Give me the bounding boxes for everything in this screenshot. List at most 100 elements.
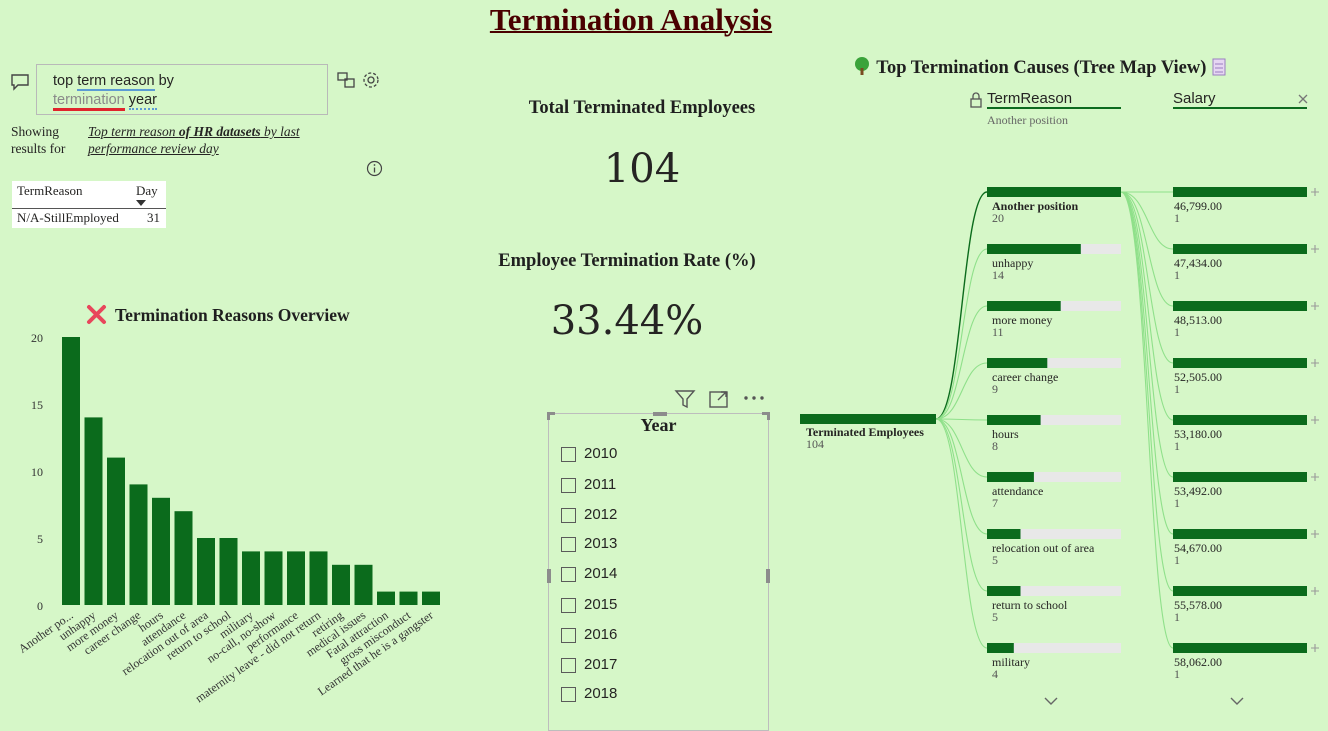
focus-mode-icon[interactable]	[708, 389, 730, 409]
checkbox[interactable]	[561, 627, 576, 643]
resize-handle[interactable]	[762, 412, 770, 415]
slicer-item-2018[interactable]: 2018	[561, 685, 617, 709]
root-value: 104	[806, 437, 824, 451]
node-track	[987, 529, 1121, 539]
column-header-day[interactable]: Day	[136, 183, 158, 198]
expand-plus-icon	[1311, 245, 1319, 253]
node-track	[987, 643, 1121, 653]
bar-5	[152, 497, 170, 605]
node-bar	[1173, 301, 1307, 311]
tree-link	[1120, 191, 1174, 649]
node-label: Another position	[992, 199, 1078, 213]
qa-word: top	[53, 73, 74, 89]
node-label: 54,670.00	[1174, 541, 1222, 555]
showing-link[interactable]: Top term reason of HR datasets by last p…	[88, 123, 328, 157]
slicer-item-2016[interactable]: 2016	[561, 626, 617, 650]
node-bar	[987, 529, 1021, 539]
slicer-item-label: 2017	[584, 656, 618, 673]
node-value: 1	[1174, 496, 1180, 510]
tree-link	[1120, 191, 1174, 364]
slicer-item-label: 2010	[584, 445, 618, 462]
filter-icon[interactable]	[674, 388, 696, 410]
node-label: 46,799.00	[1174, 199, 1222, 213]
node-value: 11	[992, 325, 1004, 339]
slicer-item-2013[interactable]: 2013	[561, 535, 617, 559]
slicer-item-2014[interactable]: 2014	[561, 565, 617, 589]
tree-link	[935, 418, 988, 478]
column-header-termreason[interactable]: TermReason	[17, 183, 83, 198]
y-tick-label: 15	[31, 398, 43, 412]
node-label: relocation out of area	[992, 541, 1095, 555]
info-icon[interactable]	[366, 160, 383, 177]
resize-handle[interactable]	[766, 569, 770, 583]
level-header-termreason[interactable]: TermReason	[987, 90, 1121, 109]
close-icon[interactable]	[1297, 93, 1309, 105]
resize-handle[interactable]	[547, 569, 551, 583]
slicer-item-label: 2011	[584, 476, 617, 493]
kpi-total-title: Total Terminated Employees	[528, 98, 756, 118]
expand-plus-icon	[1311, 530, 1319, 538]
tree-link	[1120, 191, 1174, 421]
resize-handle[interactable]	[547, 412, 555, 415]
node-bar	[1173, 358, 1307, 368]
slicer-item-2015[interactable]: 2015	[561, 596, 617, 620]
resize-handle[interactable]	[653, 412, 667, 416]
document-icon	[1212, 58, 1226, 76]
year-slicer: Year 2010 2011 2012 2013 2014 2015 2016 …	[547, 412, 770, 731]
node-bar	[987, 187, 1121, 197]
level-header-salary[interactable]: Salary	[1173, 90, 1307, 109]
node-track	[987, 358, 1121, 368]
turn-into-visual-icon[interactable]	[336, 70, 356, 90]
node-bar	[987, 358, 1048, 368]
checkbox[interactable]	[561, 477, 576, 493]
tree-link	[1120, 191, 1174, 250]
tree-icon	[855, 57, 869, 75]
red-x-icon	[87, 305, 106, 324]
node-label: 47,434.00	[1174, 256, 1222, 270]
tree-link	[935, 248, 988, 420]
resize-handle[interactable]	[547, 412, 550, 420]
slicer-item-2010[interactable]: 2010	[561, 445, 617, 469]
qa-word: termination	[53, 92, 125, 111]
slicer-item-label: 2016	[584, 626, 618, 643]
link-part: Top term reason	[88, 124, 179, 139]
bar-10	[264, 551, 283, 605]
bar-6	[174, 511, 193, 605]
bar-11	[287, 551, 305, 605]
gear-icon[interactable]	[361, 70, 381, 90]
node-label: 53,492.00	[1174, 484, 1222, 498]
node-bar	[987, 415, 1041, 425]
tree-link	[935, 305, 988, 420]
qa-input[interactable]: top term reason by termination year	[36, 64, 328, 115]
lock-icon[interactable]	[969, 92, 983, 108]
slicer-item-2011[interactable]: 2011	[561, 476, 616, 500]
slicer-item-2012[interactable]: 2012	[561, 506, 617, 530]
node-bar	[1173, 643, 1307, 653]
checkbox[interactable]	[561, 446, 576, 462]
checkbox[interactable]	[561, 566, 576, 582]
checkbox[interactable]	[561, 507, 576, 523]
bar-1	[62, 337, 80, 605]
checkbox[interactable]	[561, 536, 576, 552]
chat-icon[interactable]	[10, 73, 30, 91]
checkbox[interactable]	[561, 597, 576, 613]
qa-word: year	[128, 92, 157, 110]
slicer-item-2017[interactable]: 2017	[561, 656, 617, 680]
bar-chart-title: Termination Reasons Overview	[115, 305, 350, 325]
node-value: 5	[992, 553, 998, 567]
kpi-rate-title: Employee Termination Rate (%)	[498, 251, 756, 271]
expand-plus-icon	[1311, 302, 1319, 310]
node-bar	[1173, 187, 1307, 197]
more-options-icon[interactable]	[742, 390, 766, 406]
checkbox[interactable]	[561, 657, 576, 673]
node-label: military	[992, 655, 1030, 669]
expand-plus-icon	[1311, 416, 1319, 424]
table-cell: 31	[147, 210, 160, 225]
resize-handle[interactable]	[767, 412, 770, 420]
checkbox[interactable]	[561, 686, 576, 702]
tree-link	[935, 418, 988, 592]
y-tick-label: 0	[37, 599, 43, 613]
level-selected: Another position	[987, 113, 1068, 127]
node-track	[987, 415, 1121, 425]
